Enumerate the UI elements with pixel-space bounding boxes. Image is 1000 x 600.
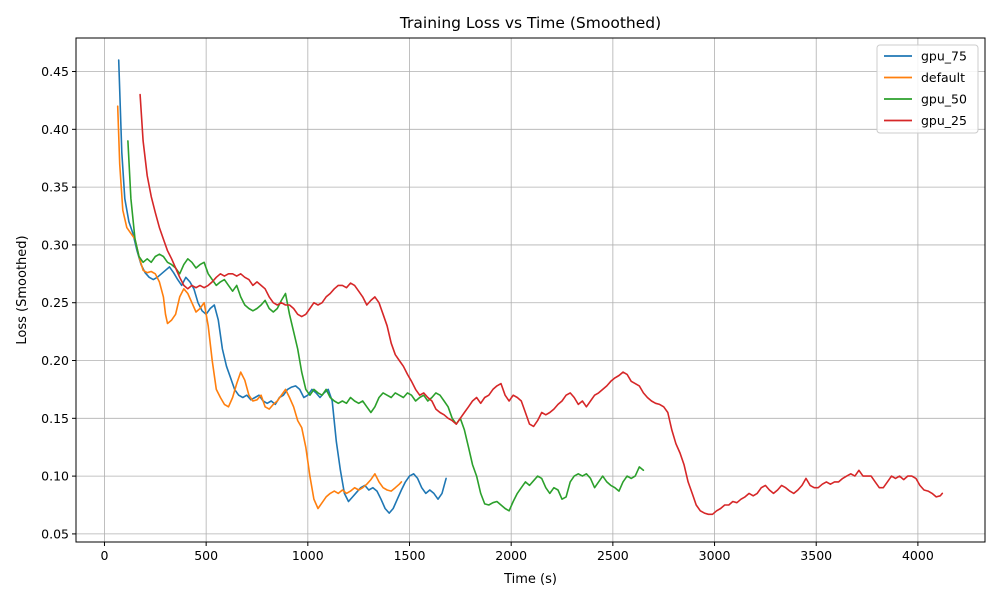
legend-label-default: default [921, 70, 965, 85]
y-tick-label: 0.20 [41, 353, 69, 368]
x-tick-label: 4000 [902, 548, 934, 563]
plot-area [76, 38, 985, 542]
x-tick-label: 1000 [292, 548, 324, 563]
plot-frame [75, 37, 986, 543]
x-tick-label: 3500 [800, 548, 832, 563]
y-axis-label: Loss (Smoothed) [15, 235, 30, 344]
series-line-gpu_25 [139, 93, 944, 516]
y-tick-label: 0.25 [41, 295, 69, 310]
y-tick-label: 0.45 [41, 64, 69, 79]
x-axis-ticks: 0 500 1000 1500 2000 2500 3000 3500 4000 [100, 542, 934, 563]
legend-label-gpu_75: gpu_75 [921, 49, 967, 64]
y-axis-ticks: 0.05 0.10 0.15 0.20 0.25 0.30 0.35 0.40 0.45 [41, 64, 76, 541]
x-axis-label: Time (s) [503, 572, 557, 587]
x-tick-label: 2000 [495, 548, 527, 563]
x-tick-label: 3000 [699, 548, 731, 563]
chart-title: Training Loss vs Time (Smoothed) [399, 14, 661, 32]
series-line-default [116, 105, 403, 510]
legend-box [876, 44, 979, 134]
legend-label-gpu_50: gpu_50 [921, 92, 967, 107]
series-lines [116, 59, 944, 516]
y-tick-label: 0.30 [41, 237, 69, 252]
y-tick-label: 0.05 [41, 526, 69, 541]
y-tick-label: 0.40 [41, 122, 69, 137]
y-tick-label: 0.35 [41, 180, 69, 195]
y-tick-label: 0.10 [41, 469, 69, 484]
x-tick-label: 0 [100, 548, 108, 563]
legend-label-gpu_25: gpu_25 [921, 113, 967, 128]
x-tick-label: 2500 [597, 548, 629, 563]
x-tick-label: 500 [194, 548, 218, 563]
x-tick-label: 1500 [394, 548, 426, 563]
y-tick-label: 0.15 [41, 411, 69, 426]
